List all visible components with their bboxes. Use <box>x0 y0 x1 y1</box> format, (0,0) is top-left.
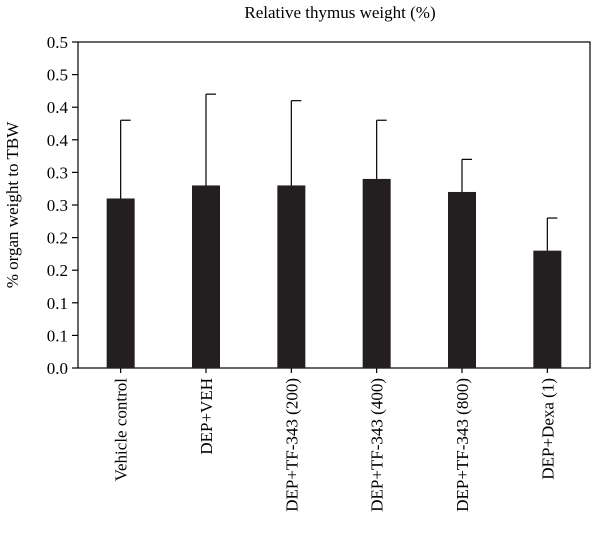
x-tick-labels: Vehicle control DEP+VEH DEP+TF-343 (200) DE… <box>112 378 558 512</box>
bar <box>448 191 476 368</box>
bars <box>106 178 562 368</box>
x-tick-label: DEP+Dexa (1) <box>538 378 557 480</box>
bar <box>277 185 306 368</box>
x-tick-label: DEP+TF-343 (400) <box>368 378 387 512</box>
y-tick-label: 0.4 <box>47 131 69 150</box>
y-tick-label: 0.3 <box>47 163 68 182</box>
bar <box>192 185 220 368</box>
bar <box>362 178 391 368</box>
y-tick-label: 0.4 <box>47 98 69 117</box>
error-bars <box>120 93 558 251</box>
x-tick-label: DEP+VEH <box>197 378 216 455</box>
y-tick-label: 0.2 <box>47 229 68 248</box>
y-tick-label: 0.2 <box>47 261 68 280</box>
x-tick-label: DEP+TF-343 (800) <box>453 378 472 512</box>
y-tick-label: 0.3 <box>47 196 68 215</box>
y-tick-label: 0.1 <box>47 294 68 313</box>
axes <box>77 41 591 373</box>
chart-title: Relative thymus weight (%) <box>244 3 435 22</box>
bar <box>106 198 135 368</box>
x-tick-label: Vehicle control <box>112 378 131 482</box>
y-axis-label: % organ weight to TBW <box>3 121 22 288</box>
y-tick-label: 0.5 <box>47 66 68 85</box>
y-ticks: 0.0 0.1 0.1 0.2 0.2 0.3 0.3 0.4 0.4 0.5 0.5 <box>47 33 78 378</box>
x-tick-label: DEP+TF-343 (200) <box>282 378 301 512</box>
y-tick-label: 0.5 <box>47 33 68 52</box>
y-tick-label: 0.0 <box>47 359 68 378</box>
bar <box>533 250 562 368</box>
plot-frame <box>77 41 591 369</box>
y-tick-label: 0.1 <box>47 326 68 345</box>
